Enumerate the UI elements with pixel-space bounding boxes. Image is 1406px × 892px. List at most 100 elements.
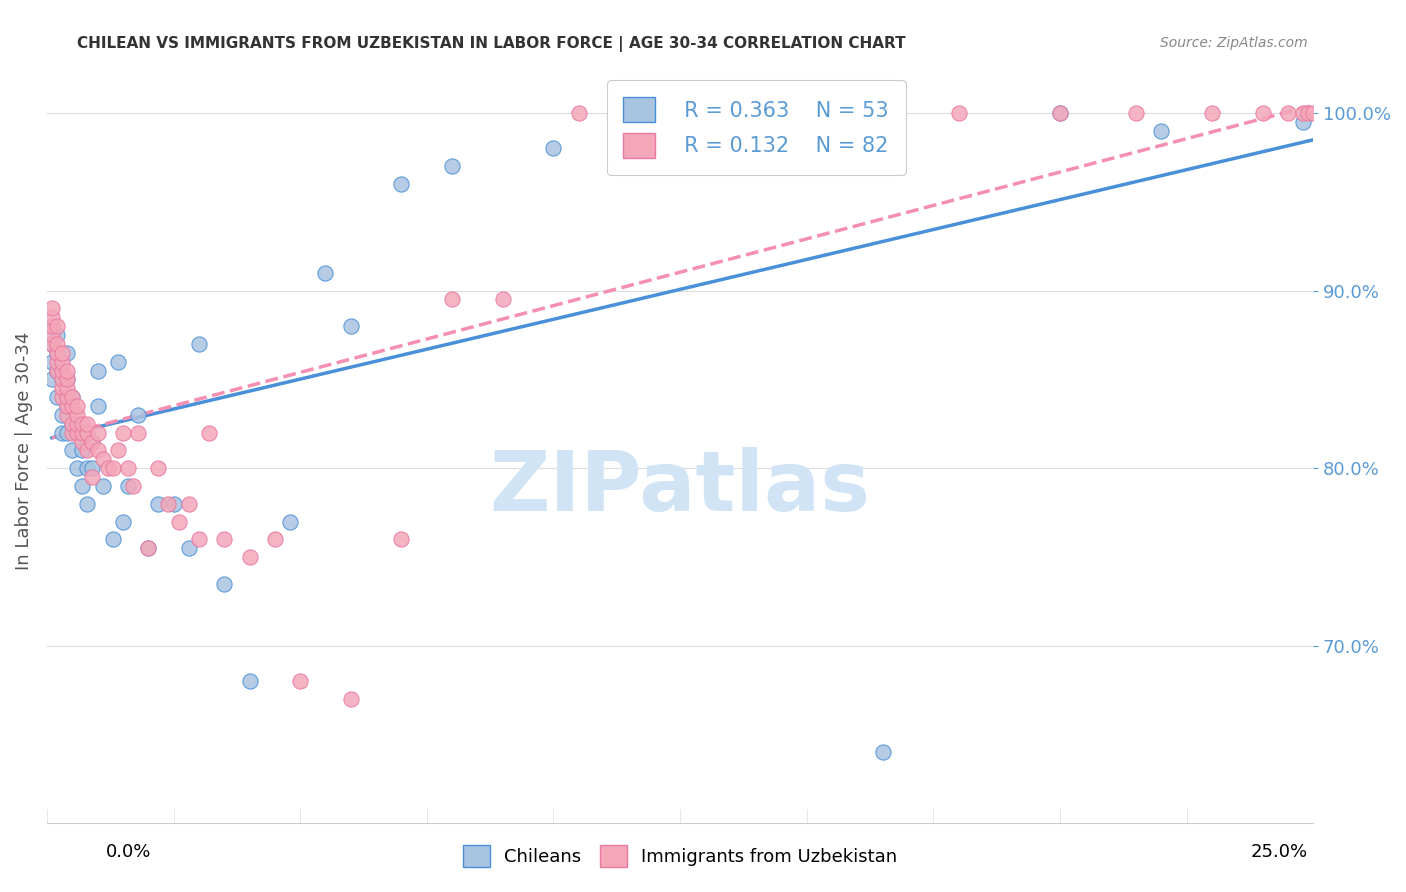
- Point: [51, 354, 73, 368]
- Point: [948, 106, 970, 120]
- Point: [56, 345, 79, 359]
- Point: [441, 159, 464, 173]
- Point: [76, 461, 98, 475]
- Point: [51, 345, 73, 359]
- Point: [56, 399, 79, 413]
- Point: [46, 354, 69, 368]
- Point: [111, 515, 134, 529]
- Point: [315, 266, 337, 280]
- Point: [1296, 106, 1319, 120]
- Point: [1277, 106, 1299, 120]
- Point: [60, 417, 83, 431]
- Point: [745, 106, 768, 120]
- Point: [76, 425, 98, 440]
- Point: [492, 293, 515, 307]
- Point: [56, 372, 79, 386]
- Point: [1292, 106, 1315, 120]
- Point: [846, 106, 869, 120]
- Point: [644, 106, 666, 120]
- Point: [340, 692, 363, 706]
- Point: [1201, 106, 1223, 120]
- Point: [56, 408, 79, 422]
- Text: ZIPatlas: ZIPatlas: [489, 447, 870, 528]
- Point: [41, 372, 63, 386]
- Point: [1353, 106, 1375, 120]
- Point: [1343, 106, 1365, 120]
- Point: [46, 363, 69, 377]
- Point: [82, 434, 104, 449]
- Point: [51, 408, 73, 422]
- Point: [391, 533, 413, 547]
- Point: [127, 408, 149, 422]
- Point: [41, 337, 63, 351]
- Point: [148, 497, 170, 511]
- Y-axis label: In Labor Force | Age 30-34: In Labor Force | Age 30-34: [15, 331, 32, 570]
- Point: [41, 319, 63, 334]
- Legend:   R = 0.363    N = 53,   R = 0.132    N = 82: R = 0.363 N = 53, R = 0.132 N = 82: [606, 80, 905, 175]
- Point: [60, 399, 83, 413]
- Point: [391, 177, 413, 191]
- Point: [136, 541, 159, 556]
- Point: [72, 479, 94, 493]
- Point: [66, 399, 89, 413]
- Point: [86, 425, 108, 440]
- Point: [148, 461, 170, 475]
- Point: [107, 443, 129, 458]
- Point: [288, 674, 311, 689]
- Point: [41, 328, 63, 343]
- Point: [66, 425, 89, 440]
- Point: [51, 363, 73, 377]
- Point: [568, 106, 591, 120]
- Point: [101, 461, 124, 475]
- Point: [644, 124, 666, 138]
- Point: [56, 381, 79, 395]
- Point: [41, 337, 63, 351]
- Point: [60, 390, 83, 404]
- Point: [72, 434, 94, 449]
- Point: [46, 363, 69, 377]
- Point: [41, 310, 63, 325]
- Point: [187, 533, 209, 547]
- Point: [1378, 106, 1400, 120]
- Point: [51, 372, 73, 386]
- Point: [117, 461, 139, 475]
- Point: [72, 425, 94, 440]
- Point: [51, 381, 73, 395]
- Point: [60, 443, 83, 458]
- Point: [51, 425, 73, 440]
- Point: [60, 390, 83, 404]
- Point: [86, 363, 108, 377]
- Text: 0.0%: 0.0%: [105, 843, 150, 861]
- Point: [872, 746, 894, 760]
- Point: [117, 479, 139, 493]
- Point: [1150, 124, 1173, 138]
- Point: [1312, 106, 1334, 120]
- Point: [441, 293, 464, 307]
- Point: [46, 319, 69, 334]
- Point: [66, 461, 89, 475]
- Point: [66, 417, 89, 431]
- Point: [72, 417, 94, 431]
- Point: [745, 133, 768, 147]
- Point: [41, 301, 63, 316]
- Point: [1251, 106, 1274, 120]
- Point: [97, 461, 120, 475]
- Point: [56, 399, 79, 413]
- Point: [76, 443, 98, 458]
- Point: [41, 354, 63, 368]
- Point: [1302, 106, 1324, 120]
- Point: [46, 337, 69, 351]
- Point: [46, 390, 69, 404]
- Point: [82, 470, 104, 484]
- Point: [212, 533, 235, 547]
- Point: [177, 497, 200, 511]
- Point: [76, 417, 98, 431]
- Point: [46, 328, 69, 343]
- Point: [56, 425, 79, 440]
- Point: [198, 425, 221, 440]
- Point: [86, 443, 108, 458]
- Point: [127, 425, 149, 440]
- Point: [167, 515, 190, 529]
- Point: [1362, 106, 1385, 120]
- Point: [66, 408, 89, 422]
